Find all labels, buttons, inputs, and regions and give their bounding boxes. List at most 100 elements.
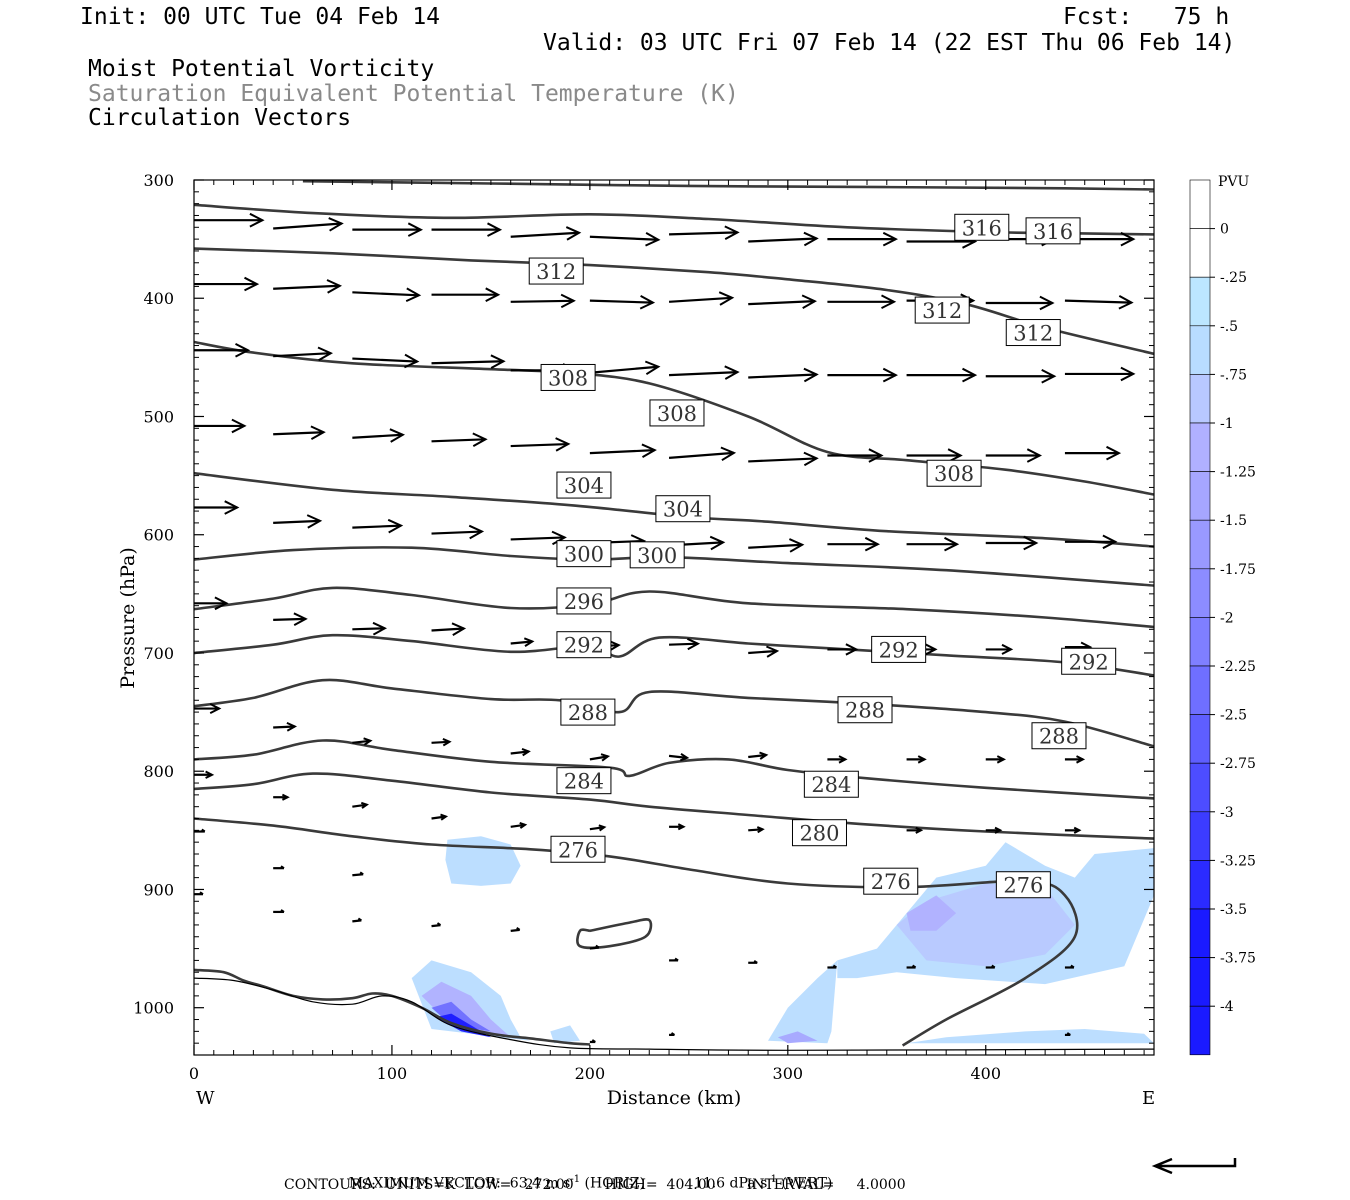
vector-head (882, 367, 898, 383)
horiz-tag: (HORIZ) (584, 1175, 645, 1192)
vector-head (521, 747, 531, 757)
vector-head (600, 753, 611, 762)
x-tick-label: 100 (377, 1064, 408, 1083)
colorbar-label: -2.5 (1220, 708, 1247, 724)
circulation-vector (510, 293, 576, 309)
colorbar-label: -2.25 (1220, 659, 1256, 675)
contour-label: 284 (803, 770, 859, 798)
vector-head (519, 821, 528, 829)
vector-head (306, 514, 323, 529)
vector-shaft (352, 357, 418, 363)
circulation-vector (589, 443, 657, 458)
vector-head (962, 367, 978, 383)
contour-label: 304 (655, 495, 711, 523)
circulation-vector (431, 432, 488, 447)
vector-shaft (431, 815, 447, 820)
contour-label: 312 (914, 296, 970, 324)
vector-head (674, 957, 679, 962)
vector-head (1041, 369, 1057, 384)
vector-head (788, 538, 805, 553)
circulation-vector (827, 964, 837, 969)
vector-head (1118, 295, 1134, 310)
vector-shaft (748, 373, 817, 379)
circulation-vector (669, 365, 740, 380)
vector-head (472, 432, 488, 447)
vector-shaft (352, 291, 419, 297)
colorbar-unit: PVU (1218, 174, 1250, 190)
vector-head (838, 755, 848, 764)
colorbar-segment (1189, 957, 1211, 1007)
valid-time: Valid: 03 UTC Fri 07 Feb 14 (22 EST Thu … (543, 30, 1236, 56)
circulation-vector (668, 291, 735, 306)
circulation-vector (827, 367, 898, 383)
theta-e-contour (193, 633, 1155, 677)
vector-head (607, 639, 621, 652)
contour-label-text: 276 (871, 870, 911, 894)
vert-exp: -1 (767, 1174, 778, 1185)
max-vector-label: MAXIMUM VECTOR: (348, 1175, 501, 1192)
vector-head (641, 443, 657, 458)
vector-head (753, 959, 758, 964)
vector-head (387, 518, 404, 534)
circulation-vector (273, 612, 308, 626)
contour-label-box (954, 213, 1010, 241)
pv-shade-region (421, 981, 511, 1038)
contour-label-box (649, 399, 705, 427)
colorbar-label: 0 (1220, 222, 1229, 238)
vector-shaft (431, 438, 486, 443)
circulation-vector (1064, 826, 1082, 834)
theta-e-contour (193, 586, 1155, 629)
theta-e-contour (193, 968, 590, 1046)
vector-head (1120, 231, 1136, 247)
circulation-vector (748, 294, 817, 309)
colorbar-segment (1189, 762, 1211, 813)
circulation-vector (1064, 534, 1118, 550)
vector-head (214, 596, 229, 611)
colorbar-segment (1189, 617, 1211, 667)
contour-label-text: 292 (564, 634, 604, 658)
circulation-vector (431, 813, 449, 821)
colorbar-segment (1189, 179, 1211, 229)
colorbar-label: -3 (1220, 805, 1234, 821)
vector-head (317, 346, 334, 362)
circulation-vector (194, 276, 260, 292)
circulation-vector (748, 538, 805, 553)
circulation-vector (510, 747, 531, 757)
circulation-vector (510, 226, 582, 241)
vector-shaft (1064, 299, 1132, 304)
contour-label-box (556, 767, 612, 795)
colorbar-segment (1189, 228, 1211, 278)
colorbar-segment (1189, 665, 1211, 715)
vector-head (595, 944, 600, 949)
x-end-label-east: E (1142, 1088, 1155, 1109)
contour-info-line: CONTOURS: UNITS=K LOW= 272.00 HIGH= 404.… (284, 1177, 906, 1193)
circulation-vector (1064, 755, 1086, 764)
contour-label-layer: 316 316 312 312 312 308 308 308 304 304 300 300 296 2… (528, 213, 1117, 899)
vector-head (924, 643, 938, 656)
vector-shaft (352, 803, 367, 808)
circulation-vector (352, 737, 373, 746)
vector-head (407, 222, 424, 237)
circulation-vector (431, 222, 503, 237)
vector-head (328, 217, 344, 232)
contour-label-text: 304 (564, 474, 604, 498)
contour-label: 284 (556, 767, 612, 795)
circulation-vector (431, 922, 442, 928)
vector-shaft (273, 352, 331, 358)
vector-head (359, 871, 364, 876)
circulation-vector (906, 536, 960, 552)
vector-shaft (748, 649, 778, 655)
circulation-vector (827, 294, 897, 309)
contour-label-box (560, 698, 616, 726)
vector-shaft (669, 231, 738, 236)
contour-label-text: 284 (564, 770, 604, 794)
colorbar-label: -2 (1220, 610, 1234, 626)
vector-shaft (273, 222, 342, 230)
circulation-vector (748, 367, 819, 383)
circulation-vector (669, 957, 679, 962)
colorbar-segment (1189, 471, 1211, 521)
contour-label-box (556, 471, 612, 499)
circulation-vector (748, 645, 780, 658)
vector-shaft (510, 750, 529, 755)
contour-label-box (871, 635, 927, 663)
